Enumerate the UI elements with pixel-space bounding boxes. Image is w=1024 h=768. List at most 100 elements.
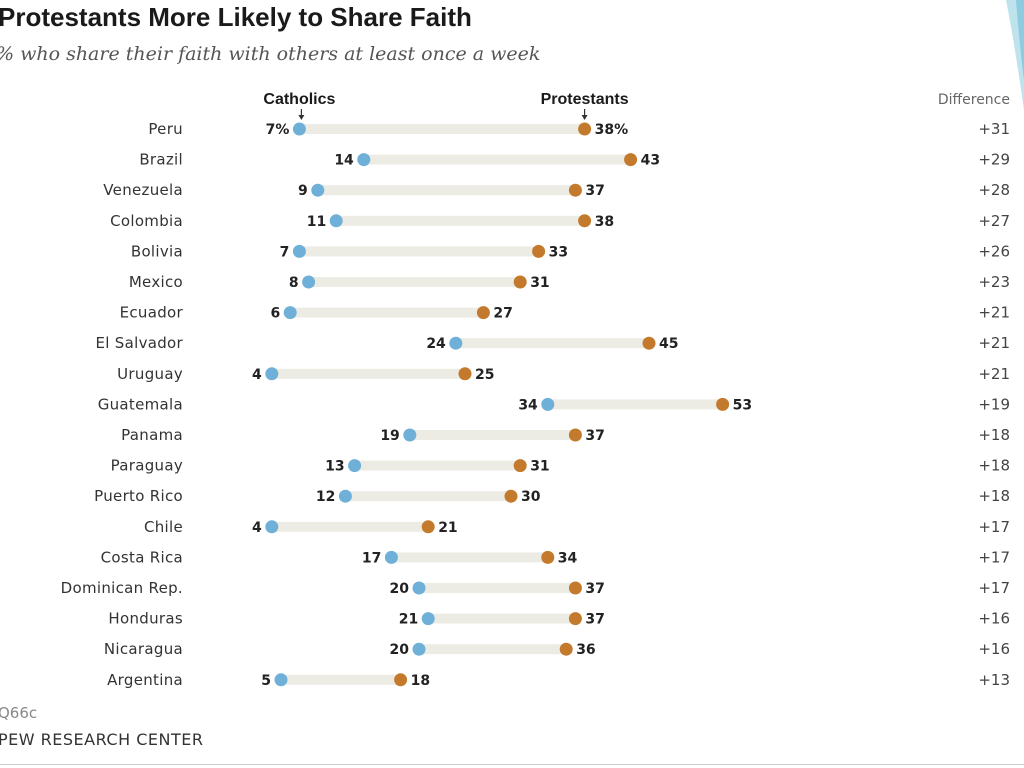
protestant-dot [421, 520, 435, 534]
protestant-dot [458, 367, 472, 381]
header-protestants: Protestants [541, 91, 629, 108]
difference-value: +29 [978, 151, 1010, 169]
protestant-value-label: 37 [585, 581, 604, 597]
catholic-dot [412, 581, 426, 595]
protestant-value-label: 38% [595, 122, 629, 138]
catholic-dot [329, 214, 343, 228]
catholic-value-label: 24 [426, 336, 446, 352]
country-label: Dominican Rep. [61, 579, 183, 597]
difference-value: +18 [978, 426, 1010, 444]
difference-value: +19 [978, 395, 1010, 413]
country-label: El Salvador [95, 334, 183, 352]
catholic-value-label: 13 [325, 459, 344, 475]
difference-value: +21 [978, 365, 1010, 383]
range-bar [299, 124, 585, 134]
catholic-value-label: 8 [289, 275, 299, 291]
range-bar [547, 399, 723, 410]
country-label: Argentina [107, 671, 183, 689]
difference-value: +17 [978, 579, 1010, 597]
difference-value: +18 [978, 457, 1010, 475]
protestant-value-label: 18 [411, 673, 430, 689]
catholic-value-label: 4 [252, 520, 262, 536]
catholic-value-label: 5 [261, 673, 271, 689]
country-label: Paraguay [111, 457, 183, 475]
range-bar [336, 215, 585, 226]
range-bar [308, 277, 521, 287]
catholic-value-label: 9 [298, 183, 308, 199]
catholic-dot [265, 367, 279, 381]
country-label: Peru [148, 120, 183, 138]
country-label: Uruguay [117, 365, 183, 383]
country-label: Venezuela [103, 181, 183, 199]
country-label: Brazil [139, 151, 183, 169]
catholic-value-label: 7% [266, 122, 290, 138]
catholic-value-label: 7 [280, 244, 290, 260]
catholic-dot [311, 183, 325, 197]
catholic-value-label: 6 [270, 306, 280, 322]
difference-value: +26 [978, 242, 1010, 260]
range-bar [409, 430, 576, 440]
country-label: Colombia [110, 212, 183, 230]
difference-value: +13 [978, 671, 1010, 689]
catholic-dot [274, 673, 288, 687]
protestant-dot [532, 244, 546, 258]
difference-value: +28 [978, 181, 1010, 199]
protestant-value-label: 45 [659, 336, 678, 352]
protestant-value-label: 31 [530, 459, 549, 475]
catholic-dot [384, 550, 398, 564]
catholic-value-label: 21 [399, 612, 418, 628]
range-bar [271, 368, 465, 379]
protestant-value-label: 25 [475, 367, 494, 383]
header-catholics: Catholics [263, 91, 335, 108]
range-bar [391, 552, 548, 563]
protestant-dot [624, 153, 638, 167]
catholic-value-label: 11 [307, 214, 326, 230]
range-bar [419, 583, 576, 593]
protestant-value-label: 36 [576, 642, 595, 658]
difference-value: +16 [978, 640, 1010, 658]
protestant-dot [568, 581, 582, 595]
catholic-dot [292, 122, 306, 136]
protestant-dot [394, 673, 408, 687]
protestant-dot [568, 612, 582, 626]
country-label: Chile [144, 518, 183, 536]
catholic-dot [357, 153, 371, 167]
protestant-value-label: 21 [438, 520, 457, 536]
range-bar [455, 338, 649, 349]
range-bar [317, 185, 576, 196]
catholic-value-label: 20 [390, 581, 410, 597]
protestant-value-label: 38 [595, 214, 614, 230]
bottom-divider [0, 764, 1024, 765]
country-label: Panama [121, 426, 183, 444]
catholic-value-label: 19 [380, 428, 399, 444]
range-bar [345, 491, 511, 502]
catholic-value-label: 20 [390, 642, 410, 658]
protestant-dot [541, 550, 555, 564]
country-label: Costa Rica [101, 548, 183, 566]
catholic-dot [265, 520, 279, 534]
country-label: Puerto Rico [94, 487, 183, 505]
question-note: Q66c [0, 704, 38, 722]
difference-value: +23 [978, 273, 1010, 291]
range-bar [428, 613, 576, 624]
country-label: Honduras [108, 610, 183, 628]
catholic-dot [403, 428, 417, 442]
difference-value: +17 [978, 518, 1010, 536]
chart-subtitle: % who share their faith with others at l… [0, 43, 541, 65]
source-credit: PEW RESEARCH CENTER [0, 730, 204, 749]
catholic-value-label: 12 [316, 489, 335, 505]
protestant-dot [568, 183, 582, 197]
catholic-value-label: 17 [362, 550, 381, 566]
protestant-dot [568, 428, 582, 442]
protestant-value-label: 34 [558, 550, 578, 566]
range-bar [419, 644, 567, 655]
catholic-dot [449, 336, 463, 350]
header-difference: Difference [938, 92, 1010, 108]
range-bar [354, 460, 521, 471]
catholic-value-label: 4 [252, 367, 262, 383]
country-label: Ecuador [120, 304, 184, 322]
range-bar [363, 154, 631, 165]
protestant-dot [642, 336, 656, 350]
arrowhead-catholics-icon [298, 115, 305, 120]
protestant-dot [578, 122, 592, 136]
